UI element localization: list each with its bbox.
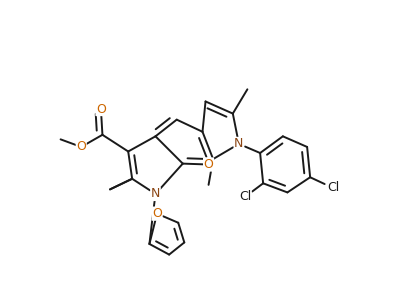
Text: Cl: Cl [239,190,251,203]
Text: O: O [204,158,213,171]
Text: N: N [151,188,160,200]
Text: O: O [96,103,106,116]
Text: N: N [234,137,243,151]
Text: O: O [152,207,162,220]
Text: Cl: Cl [327,181,339,194]
Text: O: O [76,140,86,153]
